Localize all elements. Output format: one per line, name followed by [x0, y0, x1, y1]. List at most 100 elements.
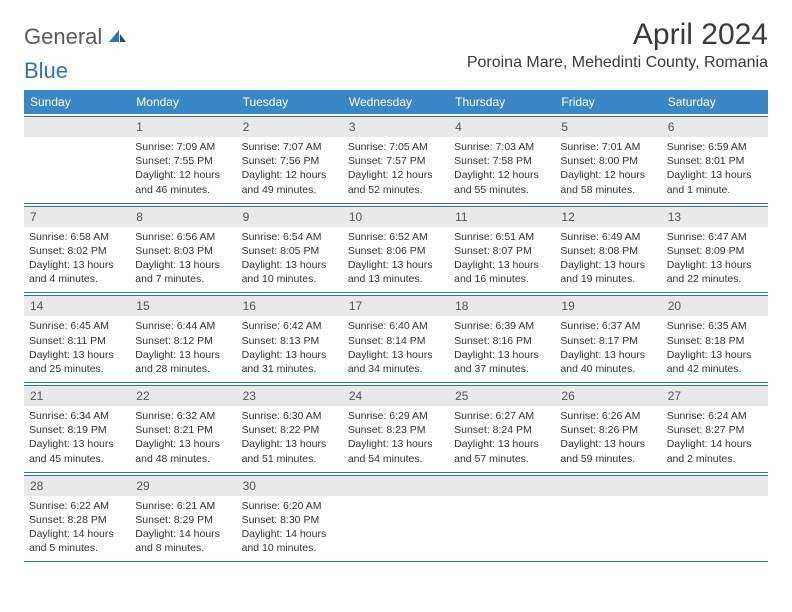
- day-cell: 7Sunrise: 6:58 AMSunset: 8:02 PMDaylight…: [24, 204, 130, 293]
- day-cell: 27Sunrise: 6:24 AMSunset: 8:27 PMDayligh…: [662, 383, 768, 472]
- daylight-text: Daylight: 12 hours and 58 minutes.: [560, 168, 656, 196]
- day-cell: 5Sunrise: 7:01 AMSunset: 8:00 PMDaylight…: [555, 114, 661, 203]
- day-number: 5: [555, 116, 661, 137]
- sunset-text: Sunset: 8:07 PM: [454, 244, 550, 258]
- weekday-header: Monday: [130, 90, 236, 114]
- sunrise-text: Sunrise: 7:09 AM: [135, 140, 231, 154]
- daylight-text: Daylight: 13 hours and 40 minutes.: [560, 348, 656, 376]
- sunrise-text: Sunrise: 7:07 AM: [242, 140, 338, 154]
- weeks-container: .1Sunrise: 7:09 AMSunset: 7:55 PMDayligh…: [24, 114, 768, 562]
- month-title: April 2024: [467, 18, 768, 52]
- day-number: 10: [343, 206, 449, 227]
- sunset-text: Sunset: 7:56 PM: [242, 154, 338, 168]
- daylight-text: Daylight: 14 hours and 2 minutes.: [667, 437, 763, 465]
- sunrise-text: Sunrise: 6:26 AM: [560, 409, 656, 423]
- sunrise-text: Sunrise: 6:29 AM: [348, 409, 444, 423]
- day-cell: 22Sunrise: 6:32 AMSunset: 8:21 PMDayligh…: [130, 383, 236, 472]
- day-number: 28: [24, 475, 130, 496]
- sunset-text: Sunset: 8:24 PM: [454, 423, 550, 437]
- day-cell: 17Sunrise: 6:40 AMSunset: 8:14 PMDayligh…: [343, 293, 449, 382]
- day-cell: 11Sunrise: 6:51 AMSunset: 8:07 PMDayligh…: [449, 204, 555, 293]
- sunset-text: Sunset: 8:17 PM: [560, 334, 656, 348]
- logo: General: [24, 18, 129, 50]
- daylight-text: Daylight: 13 hours and 57 minutes.: [454, 437, 550, 465]
- sunset-text: Sunset: 8:21 PM: [135, 423, 231, 437]
- daylight-text: Daylight: 13 hours and 19 minutes.: [560, 258, 656, 286]
- day-info: Sunrise: 6:35 AMSunset: 8:18 PMDaylight:…: [666, 319, 764, 376]
- day-info: Sunrise: 6:24 AMSunset: 8:27 PMDaylight:…: [666, 409, 764, 466]
- day-cell: 28Sunrise: 6:22 AMSunset: 8:28 PMDayligh…: [24, 473, 130, 562]
- location-subtitle: Poroina Mare, Mehedinti County, Romania: [467, 54, 768, 72]
- sunset-text: Sunset: 8:26 PM: [560, 423, 656, 437]
- day-cell: 20Sunrise: 6:35 AMSunset: 8:18 PMDayligh…: [662, 293, 768, 382]
- weekday-header: Saturday: [662, 90, 768, 114]
- sunrise-text: Sunrise: 7:03 AM: [454, 140, 550, 154]
- day-number: 14: [24, 295, 130, 316]
- sunrise-text: Sunrise: 6:37 AM: [560, 319, 656, 333]
- day-number: .: [24, 116, 130, 137]
- day-info: Sunrise: 6:30 AMSunset: 8:22 PMDaylight:…: [241, 409, 339, 466]
- daylight-text: Daylight: 13 hours and 37 minutes.: [454, 348, 550, 376]
- day-number: .: [449, 475, 555, 496]
- day-info: Sunrise: 6:40 AMSunset: 8:14 PMDaylight:…: [347, 319, 445, 376]
- daylight-text: Daylight: 13 hours and 42 minutes.: [667, 348, 763, 376]
- sunrise-text: Sunrise: 6:47 AM: [667, 230, 763, 244]
- sunrise-text: Sunrise: 6:24 AM: [667, 409, 763, 423]
- day-cell: 4 Sunrise: 7:03 AMSunset: 7:58 PMDaylight…: [449, 114, 555, 203]
- sunset-text: Sunset: 8:06 PM: [348, 244, 444, 258]
- sunrise-text: Sunrise: 6:34 AM: [29, 409, 125, 423]
- weekday-header-row: Sunday Monday Tuesday Wednesday Thursday…: [24, 90, 768, 114]
- sunset-text: Sunset: 8:05 PM: [242, 244, 338, 258]
- sunset-text: Sunset: 8:23 PM: [348, 423, 444, 437]
- daylight-text: Daylight: 14 hours and 5 minutes.: [29, 527, 125, 555]
- sunset-text: Sunset: 8:12 PM: [135, 334, 231, 348]
- sunset-text: Sunset: 8:08 PM: [560, 244, 656, 258]
- sunset-text: Sunset: 8:03 PM: [135, 244, 231, 258]
- sunset-text: Sunset: 8:30 PM: [242, 513, 338, 527]
- daylight-text: Daylight: 13 hours and 54 minutes.: [348, 437, 444, 465]
- daylight-text: Daylight: 13 hours and 13 minutes.: [348, 258, 444, 286]
- sunrise-text: Sunrise: 6:56 AM: [135, 230, 231, 244]
- sunset-text: Sunset: 8:11 PM: [29, 334, 125, 348]
- day-cell: 19Sunrise: 6:37 AMSunset: 8:17 PMDayligh…: [555, 293, 661, 382]
- sunset-text: Sunset: 8:14 PM: [348, 334, 444, 348]
- sunset-text: Sunset: 8:22 PM: [242, 423, 338, 437]
- day-number: 13: [662, 206, 768, 227]
- day-cell: 6Sunrise: 6:59 AMSunset: 8:01 PMDaylight…: [662, 114, 768, 203]
- day-info: Sunrise: 6:20 AMSunset: 8:30 PMDaylight:…: [241, 499, 339, 556]
- sunrise-text: Sunrise: 6:20 AM: [242, 499, 338, 513]
- sunset-text: Sunset: 8:09 PM: [667, 244, 763, 258]
- sunrise-text: Sunrise: 6:30 AM: [242, 409, 338, 423]
- sunrise-text: Sunrise: 6:21 AM: [135, 499, 231, 513]
- sunrise-text: Sunrise: 6:52 AM: [348, 230, 444, 244]
- logo-text-2: Blue: [24, 58, 68, 84]
- day-number: 4: [449, 116, 555, 137]
- day-info: Sunrise: 6:47 AMSunset: 8:09 PMDaylight:…: [666, 230, 764, 287]
- day-cell: 3Sunrise: 7:05 AMSunset: 7:57 PMDaylight…: [343, 114, 449, 203]
- logo-sail-icon: [107, 28, 127, 49]
- day-info: Sunrise: 7:03 AMSunset: 7:58 PMDaylight:…: [453, 140, 551, 197]
- day-number: 11: [449, 206, 555, 227]
- day-cell: .: [449, 473, 555, 562]
- day-info: Sunrise: 6:27 AMSunset: 8:24 PMDaylight:…: [453, 409, 551, 466]
- sunrise-text: Sunrise: 6:42 AM: [242, 319, 338, 333]
- sunrise-text: Sunrise: 7:01 AM: [560, 140, 656, 154]
- daylight-text: Daylight: 13 hours and 4 minutes.: [29, 258, 125, 286]
- day-number: 21: [24, 385, 130, 406]
- week-row: 14Sunrise: 6:45 AMSunset: 8:11 PMDayligh…: [24, 293, 768, 383]
- day-info: Sunrise: 6:29 AMSunset: 8:23 PMDaylight:…: [347, 409, 445, 466]
- day-cell: 29Sunrise: 6:21 AMSunset: 8:29 PMDayligh…: [130, 473, 236, 562]
- day-info: Sunrise: 6:59 AMSunset: 8:01 PMDaylight:…: [666, 140, 764, 197]
- day-number: 15: [130, 295, 236, 316]
- sunset-text: Sunset: 8:29 PM: [135, 513, 231, 527]
- calendar-page: General April 2024 Poroina Mare, Mehedin…: [0, 0, 792, 580]
- day-cell: 23Sunrise: 6:30 AMSunset: 8:22 PMDayligh…: [237, 383, 343, 472]
- sunset-text: Sunset: 8:18 PM: [667, 334, 763, 348]
- daylight-text: Daylight: 13 hours and 34 minutes.: [348, 348, 444, 376]
- sunrise-text: Sunrise: 6:49 AM: [560, 230, 656, 244]
- sunrise-text: Sunrise: 6:54 AM: [242, 230, 338, 244]
- day-info: Sunrise: 6:34 AMSunset: 8:19 PMDaylight:…: [28, 409, 126, 466]
- sunset-text: Sunset: 8:27 PM: [667, 423, 763, 437]
- day-number: 22: [130, 385, 236, 406]
- weekday-header: Thursday: [449, 90, 555, 114]
